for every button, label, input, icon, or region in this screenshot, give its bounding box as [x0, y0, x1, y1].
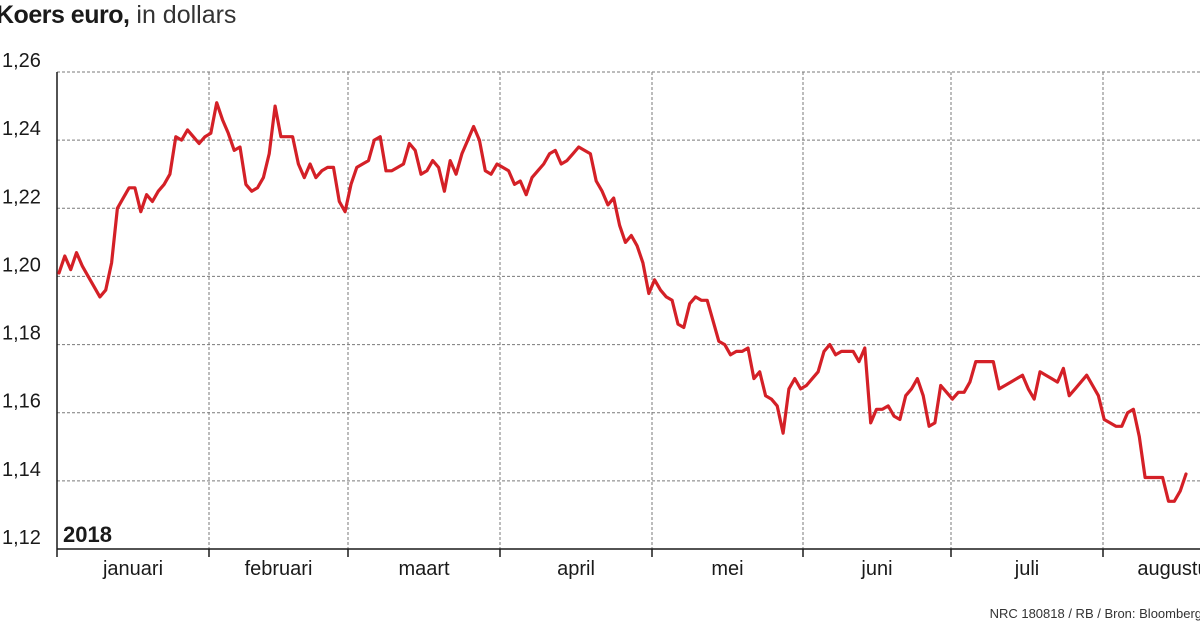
y-tick-label: 1,18	[2, 323, 41, 345]
x-tick-label: april	[557, 558, 595, 580]
year-label: 2018	[63, 522, 112, 547]
y-tick-label: 1,14	[2, 459, 41, 481]
source-note: NRC 180818 / RB / Bron: Bloomberg	[989, 606, 1200, 621]
x-tick-label: juni	[860, 558, 892, 580]
series-line-euro-dollar	[57, 101, 1188, 503]
chart-title-bold: Koers euro,	[0, 1, 130, 29]
x-tick-label: augustus	[1137, 558, 1200, 580]
x-tick-label: juli	[1014, 558, 1039, 580]
chart-title-rest: in dollars	[129, 1, 237, 29]
y-tick-label: 1,24	[2, 118, 41, 140]
x-tick-label: januari	[102, 558, 163, 580]
x-tick-label: mei	[711, 558, 743, 580]
y-tick-label: 1,20	[2, 254, 41, 276]
chart-title: Koers euro, in dollars	[0, 0, 236, 30]
x-tick-label: maart	[398, 558, 450, 580]
x-tick-label: februari	[245, 558, 313, 580]
y-tick-label: 1,12	[2, 527, 41, 549]
y-tick-label: 1,26	[2, 50, 41, 72]
y-tick-label: 1,16	[2, 391, 41, 413]
y-tick-label: 1,22	[2, 186, 41, 208]
